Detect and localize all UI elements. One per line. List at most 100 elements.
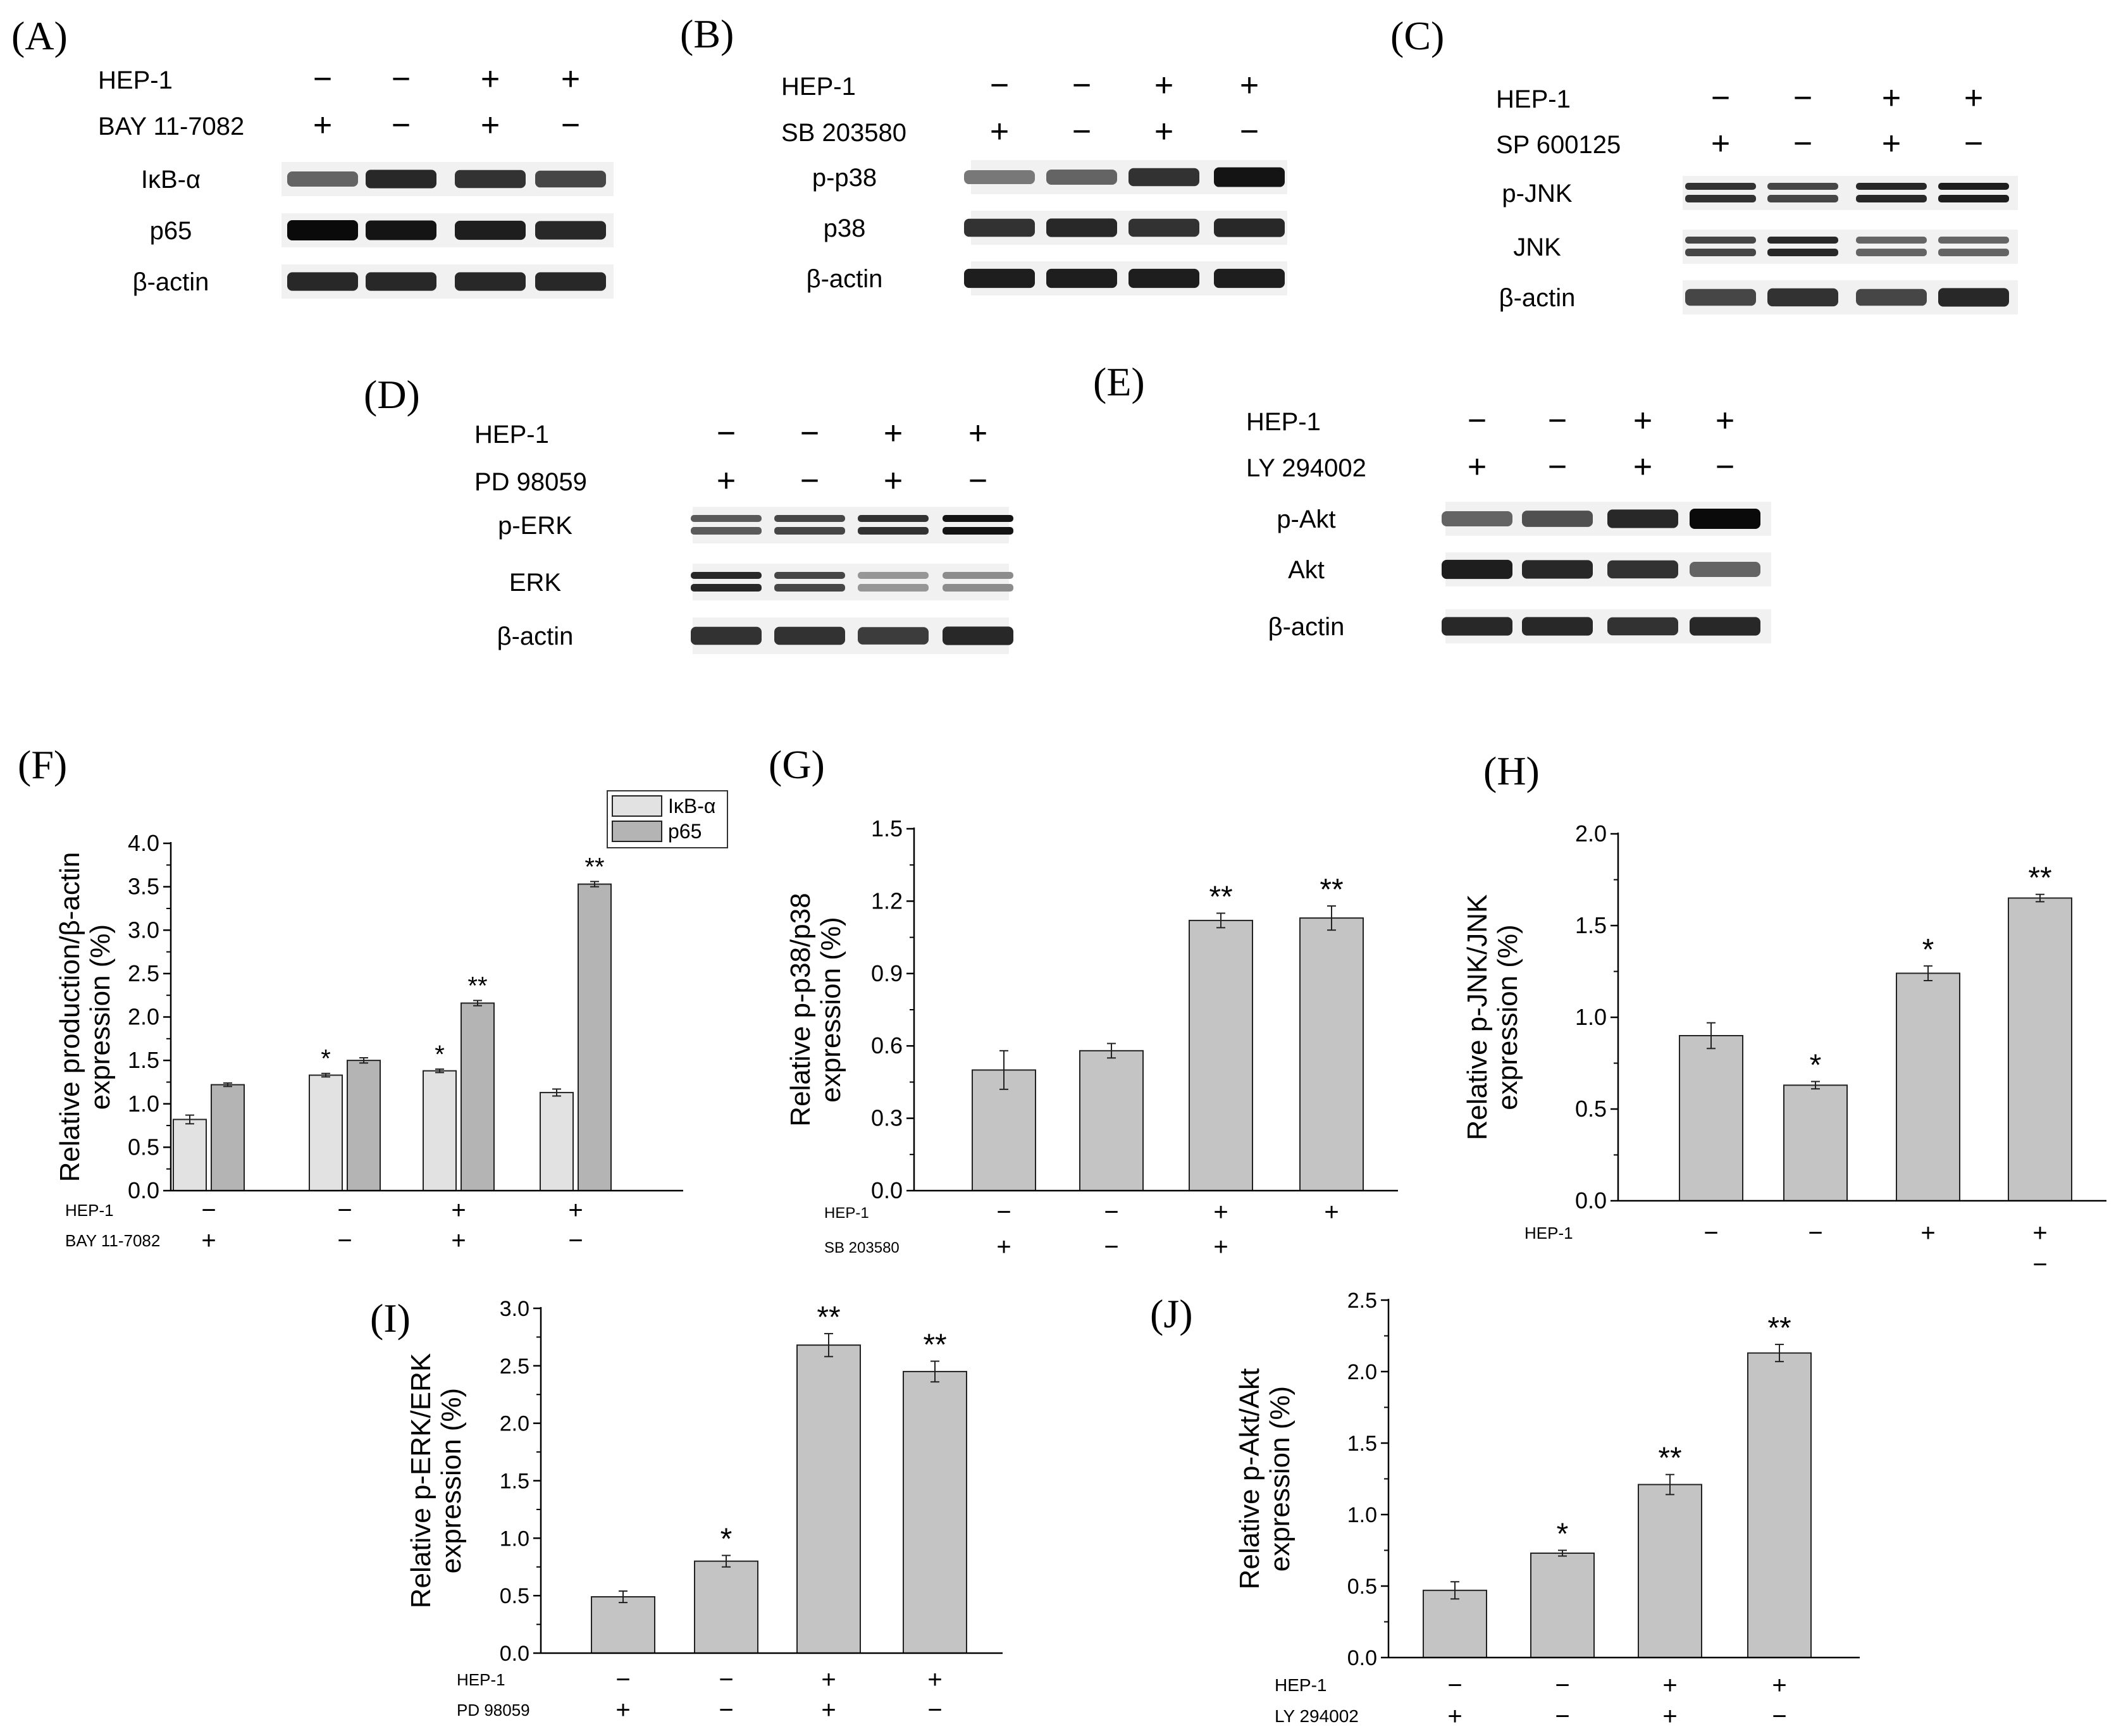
band-lower xyxy=(691,527,762,535)
treatment-label: LY 294002 xyxy=(1275,1706,1359,1726)
band xyxy=(964,218,1035,237)
treatment-sign: − xyxy=(392,61,411,97)
treatment-sign: + xyxy=(1240,67,1259,104)
y-axis-label: expression (%) xyxy=(436,1388,467,1573)
y-axis-label: Relative p-p38/p38 xyxy=(785,893,816,1126)
bar xyxy=(1679,1035,1743,1201)
y-axis-label: Relative production/β-actin xyxy=(54,852,85,1182)
band xyxy=(1214,268,1285,288)
treatment-sign: + xyxy=(615,1696,630,1724)
treatment-sign: + xyxy=(451,1227,466,1255)
band-upper xyxy=(1767,183,1838,190)
treatment-sign: − xyxy=(568,1227,583,1255)
treatment-sign: + xyxy=(1213,1233,1228,1261)
band-upper xyxy=(1685,237,1756,244)
treatment-sign: + xyxy=(1154,67,1173,104)
panel-label: (F) xyxy=(18,742,67,787)
panel-label: (E) xyxy=(1093,359,1145,404)
treatment-sign: − xyxy=(719,1696,733,1724)
significance-star: * xyxy=(720,1523,733,1556)
band xyxy=(1690,562,1760,577)
band xyxy=(1690,617,1760,636)
band-label: β-actin xyxy=(497,623,574,650)
treatment-sign: + xyxy=(313,107,332,144)
bar xyxy=(1896,972,1960,1202)
y-tick-label: 2.5 xyxy=(1347,1289,1377,1313)
band-upper xyxy=(1856,237,1927,244)
treatment-sign: + xyxy=(717,462,736,499)
bar xyxy=(309,1074,343,1192)
band xyxy=(1129,168,1199,187)
y-tick-label: 1.0 xyxy=(128,1091,159,1117)
band xyxy=(1046,170,1117,185)
band xyxy=(1690,509,1760,529)
band-upper xyxy=(1938,237,2009,244)
band xyxy=(1607,509,1678,528)
treatment-sign: + xyxy=(1662,1702,1677,1730)
band-label: p38 xyxy=(824,214,866,242)
bar xyxy=(903,1370,967,1654)
significance-star: ** xyxy=(923,1329,946,1362)
significance-star: ** xyxy=(467,972,487,1000)
significance-star: * xyxy=(435,1041,445,1069)
treatment-sign: − xyxy=(719,1666,733,1694)
treatment-label: SP 600125 xyxy=(1496,131,1621,159)
blot-strip xyxy=(1683,230,2018,264)
treatment-sign: − xyxy=(1548,449,1567,485)
treatment-sign: − xyxy=(1808,1219,1822,1247)
bar xyxy=(1423,1589,1487,1659)
panel-label: (J) xyxy=(1150,1291,1193,1336)
y-tick-label: 1.0 xyxy=(1347,1503,1377,1527)
treatment-sign: − xyxy=(717,415,736,452)
band xyxy=(287,171,358,187)
band xyxy=(691,626,762,645)
band xyxy=(455,170,526,189)
band xyxy=(1214,218,1285,237)
panel-label: (A) xyxy=(11,13,68,58)
band-label: JNK xyxy=(1513,233,1561,261)
band xyxy=(455,272,526,291)
band-label: p-JNK xyxy=(1502,180,1572,208)
bar xyxy=(347,1060,381,1191)
y-tick-label: 0.0 xyxy=(1347,1646,1377,1670)
band-upper xyxy=(1856,183,1927,190)
y-tick-label: 2.0 xyxy=(1575,821,1607,846)
blot-strip xyxy=(1683,176,2018,210)
treatment-label: HEP-1 xyxy=(824,1205,869,1222)
treatment-sign: + xyxy=(1468,449,1487,485)
treatment-sign: + xyxy=(568,1196,583,1224)
treatment-sign: + xyxy=(561,61,580,97)
band-label: p-ERK xyxy=(498,512,572,540)
panel-label: (D) xyxy=(364,372,420,417)
band-lower xyxy=(1685,249,1756,256)
treatment-sign: − xyxy=(1772,1702,1786,1730)
band-upper xyxy=(943,515,1013,522)
y-tick-label: 0.6 xyxy=(871,1032,903,1058)
y-axis-label: Relative p-JNK/JNK xyxy=(1462,895,1493,1141)
band-lower xyxy=(1938,195,2009,202)
band xyxy=(1522,560,1593,579)
y-tick-label: 2.0 xyxy=(1347,1360,1377,1384)
significance-star: ** xyxy=(1658,1442,1681,1475)
treatment-label: HEP-1 xyxy=(1496,85,1571,113)
treatment-sign: + xyxy=(884,462,903,499)
y-tick-label: 2.0 xyxy=(500,1412,529,1436)
band-label: Akt xyxy=(1288,556,1325,584)
band xyxy=(366,220,436,240)
band-lower xyxy=(858,584,929,592)
band xyxy=(366,170,436,189)
treatment-sign: + xyxy=(201,1227,216,1255)
band-label: β-actin xyxy=(133,268,209,296)
y-tick-label: 1.5 xyxy=(1575,912,1607,938)
treatment-sign: − xyxy=(2032,1251,2047,1279)
band-upper xyxy=(858,515,929,522)
treatment-sign: − xyxy=(1104,1198,1118,1226)
band xyxy=(1129,268,1199,288)
band xyxy=(1767,288,1838,307)
band-upper xyxy=(943,572,1013,579)
legend-entry: IκB-α xyxy=(668,795,715,817)
treatment-label: PD 98059 xyxy=(474,468,587,496)
treatment-sign: − xyxy=(313,61,332,97)
treatment-sign: + xyxy=(1920,1219,1935,1247)
